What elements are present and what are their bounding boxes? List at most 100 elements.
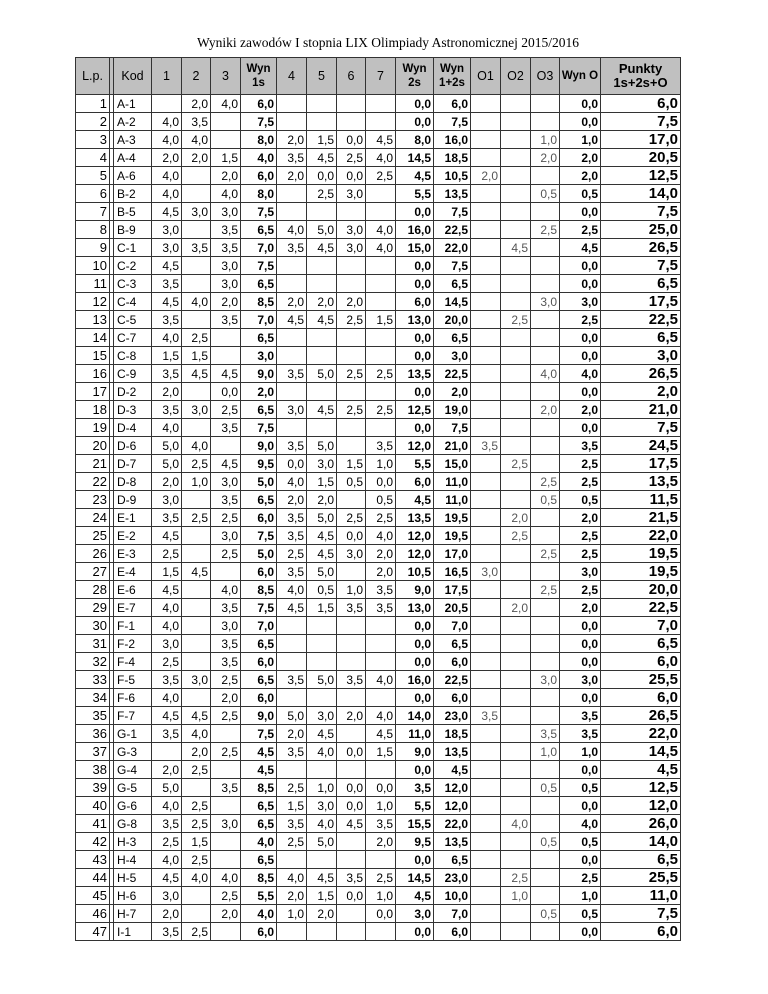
cell-z7 xyxy=(365,274,396,293)
cell-z4 xyxy=(276,616,307,635)
cell-wyn-1s: 6,0 xyxy=(240,652,277,671)
cell-z4: 2,0 xyxy=(276,292,307,311)
cell-z7: 0,0 xyxy=(365,904,396,923)
cell-o1 xyxy=(470,634,501,653)
cell-wyn-1-2s: 6,0 xyxy=(433,922,471,941)
cell-z3: 3,5 xyxy=(210,220,241,239)
cell-wyn-2s: 10,5 xyxy=(395,562,434,581)
cell-wyn-1-2s: 7,0 xyxy=(433,616,471,635)
cell-wyn-o: 0,5 xyxy=(559,490,601,509)
cell-punkty: 3,0 xyxy=(600,346,681,365)
cell-punkty: 14,0 xyxy=(600,184,681,203)
cell-punkty: 19,5 xyxy=(600,544,681,563)
cell-wyn-1-2s: 10,5 xyxy=(433,166,471,185)
cell-o2 xyxy=(500,346,531,365)
cell-lp: 39 xyxy=(75,778,110,797)
cell-z5: 2,5 xyxy=(306,184,337,203)
cell-punkty: 26,5 xyxy=(600,364,681,383)
cell-lp: 16 xyxy=(75,364,110,383)
cell-z2: 3,5 xyxy=(181,112,211,131)
cell-o2 xyxy=(500,256,531,275)
table-row: 29 E-7 4,0 3,5 7,5 4,5 1,5 3,5 3,5 13,0 20,5 2,0 2,0… xyxy=(75,598,681,617)
cell-o1 xyxy=(470,130,501,149)
cell-wyn-1-2s: 19,0 xyxy=(433,400,471,419)
cell-o3 xyxy=(530,562,560,581)
table-row: 31 F-2 3,0 3,5 6,5 0,0 6,5 0,0 6,5 xyxy=(75,634,681,653)
cell-wyn-o: 1,0 xyxy=(559,886,601,905)
cell-z3: 2,0 xyxy=(210,292,241,311)
cell-wyn-2s: 6,0 xyxy=(395,472,434,491)
cell-z2 xyxy=(181,580,211,599)
cell-o1 xyxy=(470,238,501,257)
cell-z2: 2,5 xyxy=(181,454,211,473)
cell-wyn-2s: 0,0 xyxy=(395,616,434,635)
cell-z7: 2,0 xyxy=(365,562,396,581)
cell-wyn-o: 3,0 xyxy=(559,670,601,689)
cell-z3: 3,5 xyxy=(210,310,241,329)
cell-z5 xyxy=(306,328,337,347)
cell-z6 xyxy=(336,418,366,437)
cell-z3: 3,0 xyxy=(210,526,241,545)
table-row: 18 D-3 3,5 3,0 2,5 6,5 3,0 4,5 2,5 2,5 12,5 19,0 2,0… xyxy=(75,400,681,419)
cell-o2 xyxy=(500,220,531,239)
cell-punkty: 21,5 xyxy=(600,508,681,527)
cell-wyn-1-2s: 20,5 xyxy=(433,598,471,617)
cell-z2 xyxy=(181,652,211,671)
table-row: 17 D-2 2,0 0,0 2,0 0,0 2,0 0,0 2,0 xyxy=(75,382,681,401)
cell-z1: 4,5 xyxy=(151,868,182,887)
cell-z5 xyxy=(306,346,337,365)
cell-kod: F-4 xyxy=(113,652,152,671)
cell-o2 xyxy=(500,688,531,707)
cell-wyn-1-2s: 22,5 xyxy=(433,670,471,689)
cell-z6: 3,0 xyxy=(336,238,366,257)
cell-z1: 5,0 xyxy=(151,778,182,797)
cell-z1: 2,5 xyxy=(151,544,182,563)
cell-z3: 4,5 xyxy=(210,364,241,383)
cell-o2 xyxy=(500,328,531,347)
cell-kod: D-2 xyxy=(113,382,152,401)
cell-o3 xyxy=(530,598,560,617)
cell-z1 xyxy=(151,94,182,113)
cell-wyn-o: 0,0 xyxy=(559,418,601,437)
cell-wyn-2s: 15,0 xyxy=(395,238,434,257)
cell-z4: 3,0 xyxy=(276,400,307,419)
cell-wyn-1s: 6,5 xyxy=(240,850,277,869)
cell-wyn-1s: 4,0 xyxy=(240,832,277,851)
cell-z2: 2,5 xyxy=(181,508,211,527)
table-row: 47 I-1 3,5 2,5 6,0 0,0 6,0 0,0 6,0 xyxy=(75,922,681,941)
cell-z5: 2,0 xyxy=(306,292,337,311)
cell-punkty: 6,0 xyxy=(600,94,681,113)
cell-o2 xyxy=(500,904,531,923)
cell-z3: 4,0 xyxy=(210,184,241,203)
cell-z1: 2,0 xyxy=(151,904,182,923)
cell-z1: 4,5 xyxy=(151,256,182,275)
cell-z4: 1,0 xyxy=(276,904,307,923)
cell-o2 xyxy=(500,544,531,563)
cell-z1: 4,0 xyxy=(151,850,182,869)
header-wyn-2s: Wyn 2s xyxy=(395,57,434,95)
cell-z2: 2,0 xyxy=(181,148,211,167)
cell-o1 xyxy=(470,418,501,437)
cell-z3: 4,0 xyxy=(210,94,241,113)
cell-z5 xyxy=(306,256,337,275)
cell-kod: G-6 xyxy=(113,796,152,815)
cell-z6 xyxy=(336,346,366,365)
cell-punkty: 7,5 xyxy=(600,418,681,437)
cell-wyn-o: 2,5 xyxy=(559,868,601,887)
cell-z6: 2,0 xyxy=(336,292,366,311)
cell-z1: 4,5 xyxy=(151,202,182,221)
cell-wyn-1-2s: 2,0 xyxy=(433,382,471,401)
cell-lp: 20 xyxy=(75,436,110,455)
cell-wyn-1-2s: 23,0 xyxy=(433,706,471,725)
cell-z7: 2,5 xyxy=(365,364,396,383)
cell-z7 xyxy=(365,418,396,437)
cell-z1: 1,5 xyxy=(151,562,182,581)
cell-z3 xyxy=(210,796,241,815)
cell-wyn-1-2s: 7,0 xyxy=(433,904,471,923)
cell-wyn-1s: 8,5 xyxy=(240,292,277,311)
cell-o1 xyxy=(470,274,501,293)
cell-z4: 3,5 xyxy=(276,238,307,257)
cell-wyn-1s: 6,0 xyxy=(240,508,277,527)
table-row: 1 A-1 2,0 4,0 6,0 0,0 6,0 0,0 6,0 xyxy=(75,94,681,113)
header-z1: 1 xyxy=(151,57,182,95)
